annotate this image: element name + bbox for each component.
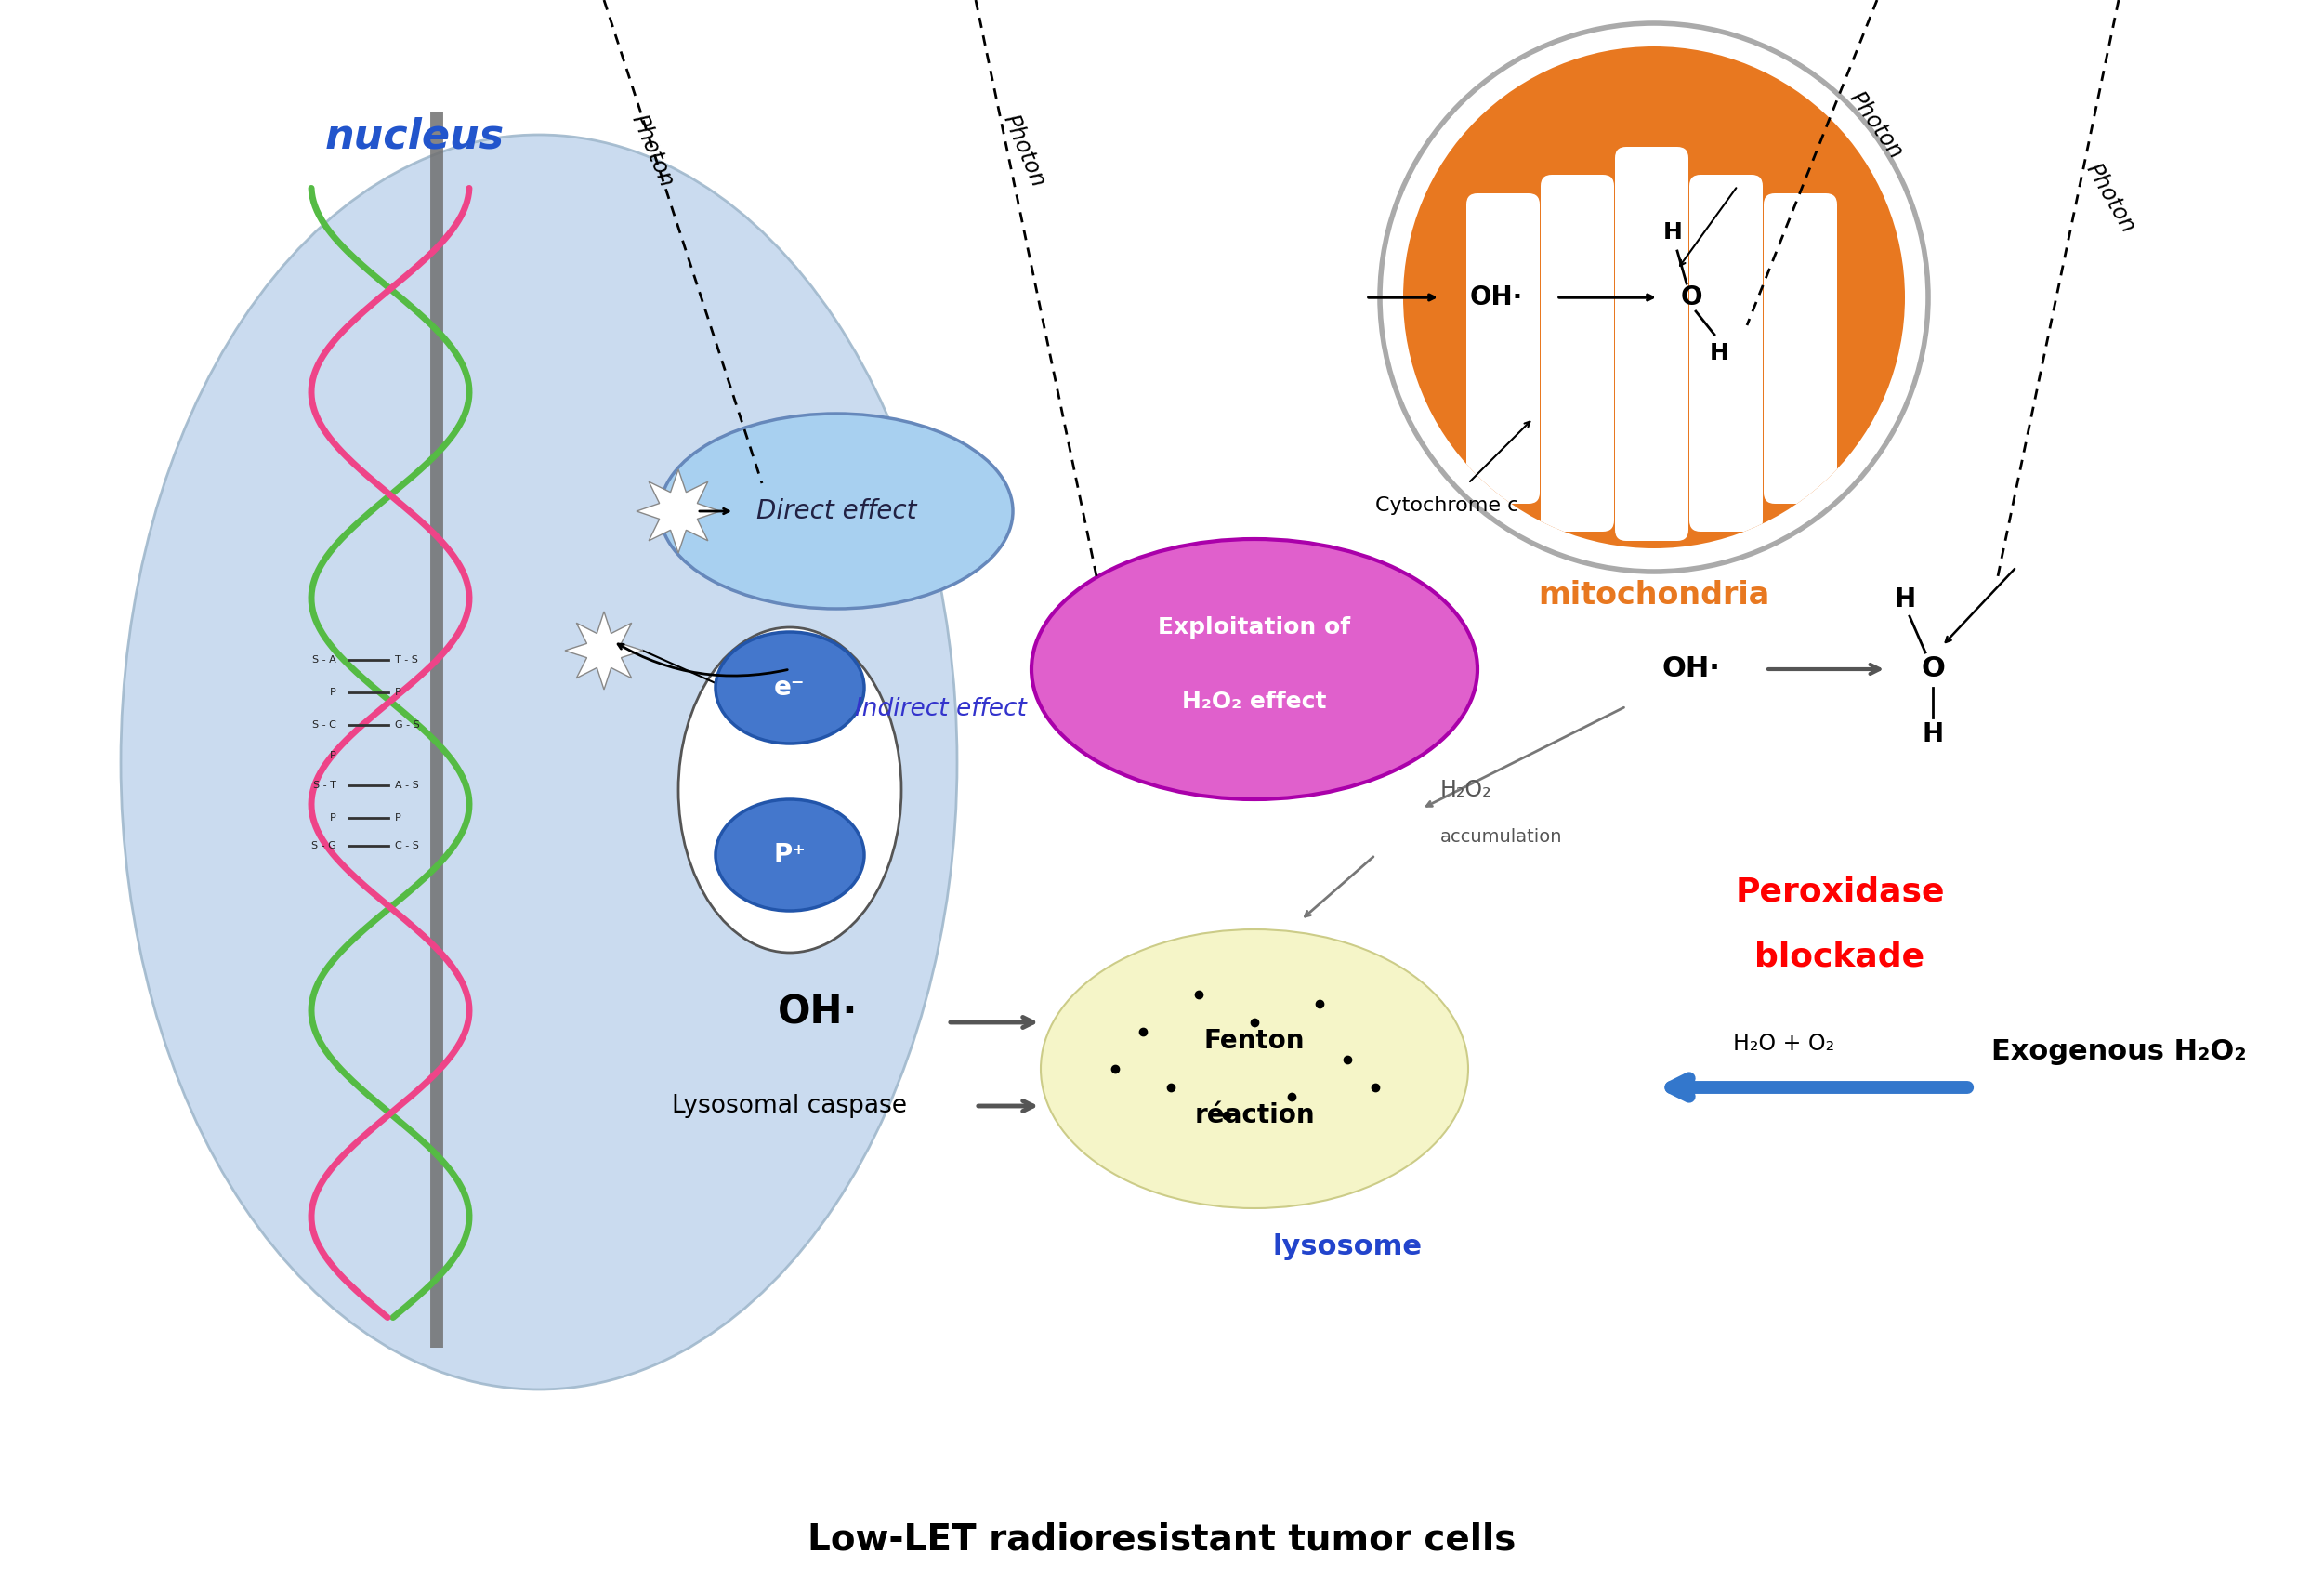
Text: T - S: T - S: [395, 656, 418, 665]
Text: Photon: Photon: [999, 111, 1050, 191]
Text: P: P: [330, 687, 337, 697]
Text: accumulation: accumulation: [1441, 828, 1562, 845]
Text: Photon: Photon: [1845, 87, 1906, 163]
Text: Photon: Photon: [2082, 160, 2138, 237]
Text: P: P: [395, 687, 402, 697]
FancyBboxPatch shape: [1690, 175, 1762, 531]
Text: S - G: S - G: [311, 841, 337, 850]
Circle shape: [1404, 46, 1906, 548]
Text: S - A: S - A: [311, 656, 337, 665]
Text: P: P: [330, 750, 337, 760]
Ellipse shape: [716, 632, 865, 744]
Text: S - C: S - C: [311, 720, 337, 730]
Text: Exogenous H₂O₂: Exogenous H₂O₂: [1992, 1038, 2247, 1065]
Text: A - S: A - S: [395, 781, 418, 790]
Text: OH·: OH·: [1662, 656, 1720, 683]
Text: P: P: [395, 814, 402, 823]
Text: e⁻: e⁻: [774, 675, 806, 702]
Circle shape: [1380, 24, 1929, 572]
FancyBboxPatch shape: [1466, 193, 1541, 504]
Text: Exploitation of: Exploitation of: [1157, 616, 1350, 638]
Text: O: O: [1680, 284, 1701, 310]
Text: réaction: réaction: [1195, 1103, 1315, 1128]
Ellipse shape: [1032, 539, 1478, 799]
Text: H₂O₂ effect: H₂O₂ effect: [1183, 690, 1327, 713]
Ellipse shape: [716, 799, 865, 910]
Text: Direct effect: Direct effect: [755, 498, 916, 525]
Text: G - S: G - S: [395, 720, 421, 730]
Text: P⁺: P⁺: [774, 842, 806, 867]
Text: blockade: blockade: [1755, 942, 1924, 973]
Text: Fenton: Fenton: [1204, 1029, 1304, 1054]
Text: Cytochrome c: Cytochrome c: [1376, 496, 1518, 515]
Text: nucleus: nucleus: [325, 117, 504, 156]
Text: C - S: C - S: [395, 841, 418, 850]
Text: S - T: S - T: [314, 781, 337, 790]
Text: Indirect effect: Indirect effect: [855, 697, 1027, 720]
Text: H: H: [1894, 586, 1915, 613]
FancyBboxPatch shape: [1764, 193, 1836, 504]
Text: H: H: [1710, 341, 1729, 365]
Ellipse shape: [121, 134, 957, 1389]
Text: Low-LET radioresistant tumor cells: Low-LET radioresistant tumor cells: [806, 1522, 1515, 1556]
Text: OH·: OH·: [1469, 284, 1522, 310]
Text: Peroxidase: Peroxidase: [1736, 877, 1945, 908]
Text: H₂O + O₂: H₂O + O₂: [1734, 1033, 1836, 1055]
Text: H: H: [1664, 221, 1683, 243]
Text: Lysosomal caspase: Lysosomal caspase: [672, 1093, 906, 1119]
Text: Photon: Photon: [627, 111, 679, 191]
FancyBboxPatch shape: [1615, 147, 1690, 540]
Text: H: H: [1922, 720, 1943, 747]
Text: mitochondria: mitochondria: [1538, 580, 1771, 610]
Text: O: O: [1920, 656, 1945, 683]
Ellipse shape: [1041, 929, 1469, 1209]
Polygon shape: [637, 469, 720, 553]
Text: OH·: OH·: [779, 994, 858, 1033]
Text: P: P: [330, 814, 337, 823]
Text: H₂O₂: H₂O₂: [1441, 779, 1492, 801]
Polygon shape: [565, 611, 644, 689]
Text: lysosome: lysosome: [1274, 1234, 1422, 1261]
Ellipse shape: [660, 414, 1013, 608]
Ellipse shape: [679, 627, 902, 953]
FancyBboxPatch shape: [51, 79, 2236, 1492]
FancyBboxPatch shape: [1541, 175, 1615, 531]
